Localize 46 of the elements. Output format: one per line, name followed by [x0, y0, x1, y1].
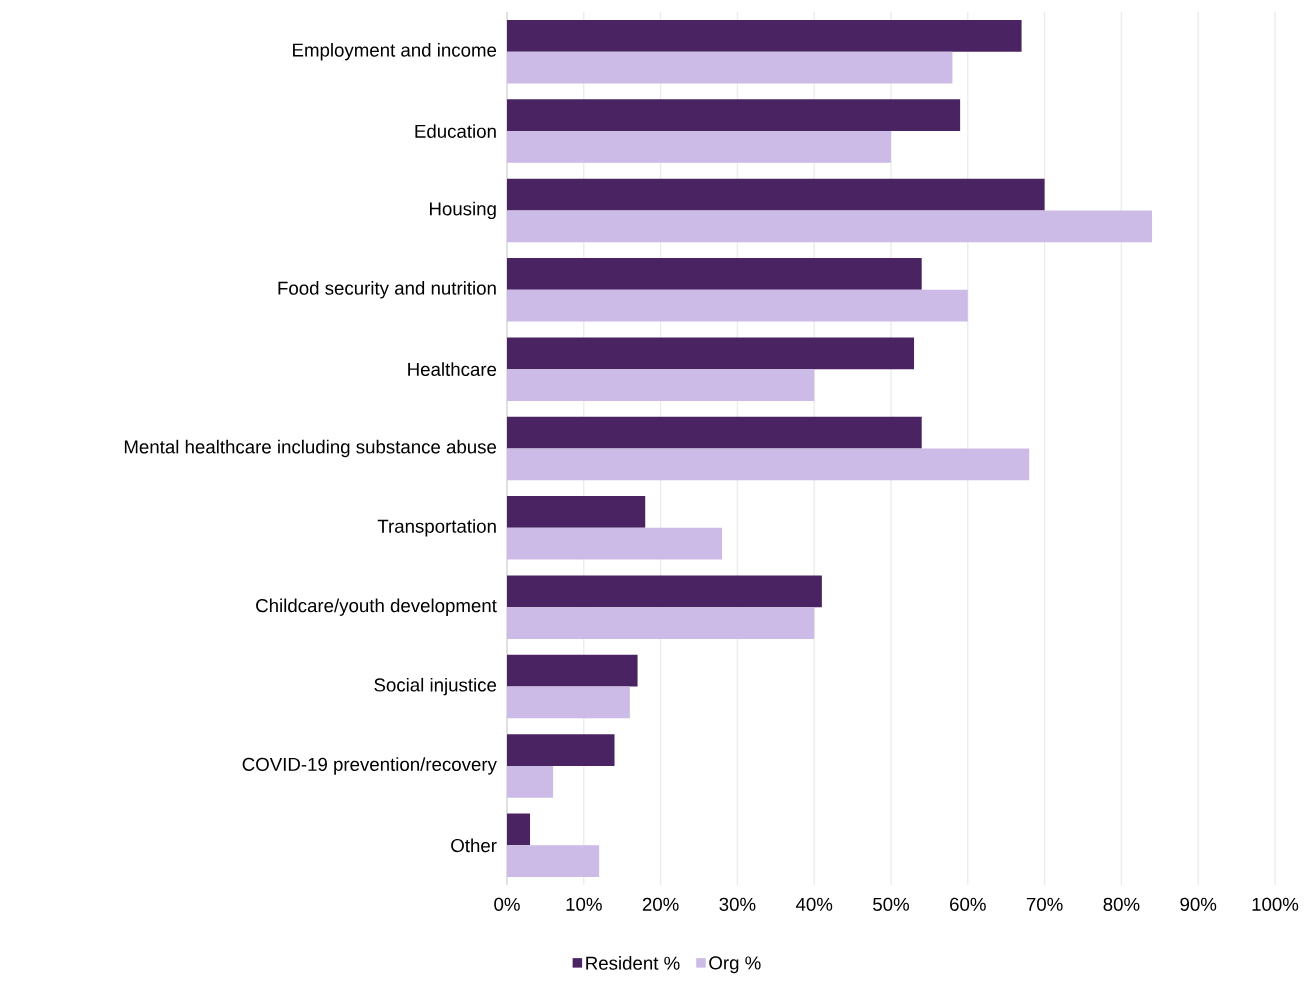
y-tick-label: Housing: [430, 201, 496, 220]
bar: [507, 496, 646, 528]
bar: [507, 765, 554, 798]
bar: [507, 845, 600, 878]
y-tick-label: Employment and income: [293, 42, 497, 61]
y-tick-label: Mental healthcare including substance abuse: [124, 439, 497, 458]
x-tick-label: 0%: [494, 897, 520, 911]
y-tick-label: Other: [451, 838, 497, 853]
x-tick-label: 30%: [719, 897, 756, 911]
x-tick-label: 70%: [1026, 897, 1063, 911]
x-tick-label: 40%: [795, 897, 833, 911]
bar: [507, 337, 915, 370]
y-tick-label: Education: [415, 124, 496, 138]
bar: [507, 51, 953, 84]
x-tick-label: 60%: [950, 897, 986, 911]
bar: [507, 210, 1153, 243]
bar: [507, 813, 531, 846]
bar: [507, 99, 961, 132]
bar: [507, 131, 891, 163]
bar: [507, 654, 638, 687]
legend-label: Resident %: [586, 956, 680, 970]
x-tick-label: 100%: [1252, 897, 1299, 911]
y-tick-label: Transportation: [377, 519, 496, 537]
bar: [507, 734, 615, 766]
y-tick-label: Food security and nutrition: [278, 281, 496, 299]
x-tick-label: 50%: [873, 897, 910, 911]
bar: [507, 686, 630, 719]
y-tick-label: Healthcare: [408, 362, 497, 376]
x-tick-label: 90%: [1180, 897, 1217, 911]
bar: [507, 416, 922, 449]
x-tick-label: 20%: [642, 897, 679, 911]
y-tick-label: Childcare/youth development: [256, 598, 497, 616]
y-tick-label: COVID-19 prevention/recovery: [242, 757, 497, 775]
legend-label: Org %: [709, 956, 761, 974]
bar: [507, 448, 1030, 481]
bar: [507, 258, 922, 290]
bar: [507, 575, 822, 608]
x-tick-label: 80%: [1103, 897, 1140, 911]
bar: [507, 369, 815, 401]
bar: [507, 19, 1022, 52]
bar: [507, 527, 723, 560]
bar: [507, 289, 968, 322]
y-tick-label: Social injustice: [374, 677, 497, 696]
bar: [507, 607, 815, 639]
x-tick-label: 10%: [566, 897, 602, 911]
bar: [507, 178, 1045, 211]
